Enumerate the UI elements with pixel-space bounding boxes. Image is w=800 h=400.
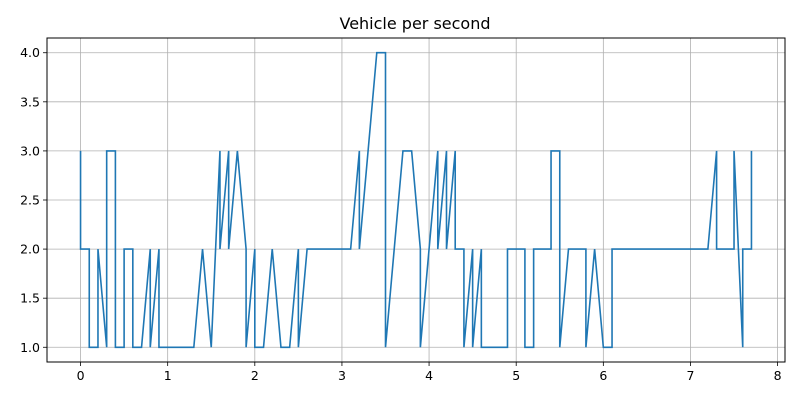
- y-tick-label: 3.0: [20, 143, 40, 158]
- y-tick-label: 4.0: [20, 45, 40, 60]
- x-tick-label: 2: [251, 368, 259, 383]
- y-axis: 1.0 1.5 2.0 2.5 3.0 3.5 4.0: [20, 45, 47, 355]
- x-tick-label: 5: [512, 368, 520, 383]
- series-line: [79, 51, 753, 349]
- y-tick-label: 1.0: [20, 340, 40, 355]
- x-tick-label: 3: [338, 368, 346, 383]
- y-tick-label: 2.5: [20, 193, 40, 208]
- y-tick-label: 1.5: [20, 291, 40, 306]
- series-layer: [79, 51, 753, 349]
- x-axis: 0 1 2 3 4 5 6 7 8: [77, 362, 782, 383]
- y-tick-label: 3.5: [20, 94, 40, 109]
- x-tick-label: 0: [77, 368, 85, 383]
- x-tick-label: 4: [425, 368, 433, 383]
- x-tick-label: 7: [686, 368, 694, 383]
- chart-title: Vehicle per second: [339, 14, 490, 33]
- x-tick-label: 8: [774, 368, 782, 383]
- x-tick-label: 6: [599, 368, 607, 383]
- y-tick-label: 2.0: [20, 242, 40, 257]
- x-tick-label: 1: [164, 368, 172, 383]
